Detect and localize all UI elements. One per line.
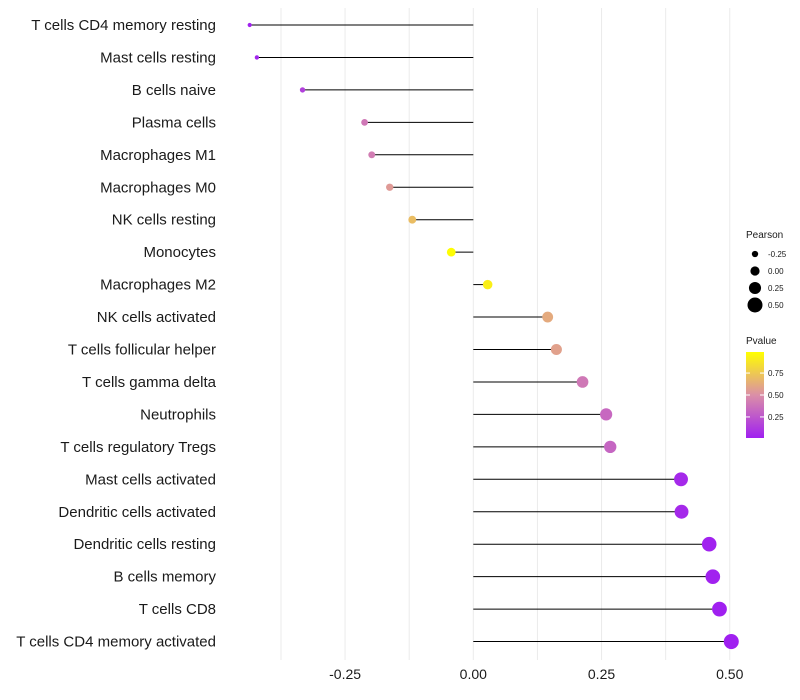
category-label: B cells memory [113, 569, 216, 586]
lollipop-dot [701, 536, 717, 552]
lollipop-dot [674, 504, 689, 519]
size-legend-label: 0.50 [768, 301, 784, 310]
lollipop-dot [604, 440, 617, 454]
x-tick-label: -0.25 [329, 666, 361, 682]
category-label: Dendritic cells activated [58, 504, 216, 521]
category-label: Macrophages M1 [100, 147, 216, 164]
category-label: T cells regulatory Tregs [60, 439, 216, 456]
colorbar-label: 0.25 [768, 413, 784, 422]
category-label: Macrophages M0 [100, 179, 216, 196]
category-label: T cells follicular helper [68, 342, 216, 359]
size-legend-dot [751, 250, 759, 258]
lollipop-dot [542, 311, 554, 323]
lollipop-dot [723, 634, 739, 650]
lollipop-dot [712, 601, 727, 617]
y-axis-labels: T cells CD4 memory resting Mast cells res… [16, 17, 216, 651]
category-label: Neutrophils [140, 406, 216, 423]
x-tick-label: 0.00 [460, 666, 487, 682]
pvalue-color-legend: Pvalue 0.25 0.50 0.75 [746, 336, 784, 438]
category-label: NK cells activated [97, 309, 216, 326]
lollipop-dot [386, 183, 394, 191]
x-axis-labels: -0.25 0.00 0.25 0.50 [329, 666, 743, 682]
lollipop-dot [576, 376, 589, 388]
category-label: T cells CD8 [139, 601, 216, 618]
size-legend-dot [748, 281, 762, 295]
size-legend-label: 0.25 [768, 284, 784, 293]
lollipop-dot [550, 343, 562, 356]
size-legend-label: 0.00 [768, 267, 784, 276]
lollipop-dot [600, 408, 613, 421]
lollipop-dot [705, 569, 721, 584]
pearson-size-legend: Pearson -0.25 0.00 0.25 0.50 [746, 230, 787, 313]
pvalue-legend-title: Pvalue [746, 336, 777, 347]
colorbar-label: 0.50 [768, 391, 784, 400]
x-tick-label: 0.50 [716, 666, 743, 682]
category-label: Dendritic cells resting [73, 536, 216, 553]
category-label: Macrophages M2 [100, 277, 216, 294]
lollipop-dot [482, 279, 493, 290]
category-label: Monocytes [143, 244, 216, 261]
lollipop-dot [247, 22, 252, 28]
lollipop-dot [408, 215, 417, 224]
category-label: Plasma cells [132, 114, 216, 131]
category-label: Mast cells activated [85, 471, 216, 488]
colorbar-label: 0.75 [768, 369, 784, 378]
lollipop-dot [446, 247, 456, 257]
category-label: NK cells resting [112, 212, 216, 229]
lollipop-dot [361, 118, 368, 126]
size-legend-dot [747, 297, 763, 313]
size-legend-label: -0.25 [768, 250, 787, 259]
lollipop-dot [368, 151, 376, 159]
lollipop-dot [254, 55, 260, 60]
grid-lines [280, 8, 731, 660]
lollipop-stems [249, 24, 732, 643]
lollipop-dot [299, 87, 306, 93]
pvalue-colorbar [746, 352, 764, 438]
size-legend-dot [750, 266, 760, 276]
category-label: T cells CD4 memory resting [31, 17, 216, 34]
category-label: T cells CD4 memory activated [16, 634, 216, 651]
category-label: Mast cells resting [100, 49, 216, 66]
lollipop-dot [674, 472, 688, 487]
category-label: B cells naive [132, 82, 216, 99]
category-label: T cells gamma delta [82, 374, 217, 391]
pearson-legend-title: Pearson [746, 230, 783, 241]
lollipop-dots [247, 22, 739, 650]
x-tick-label: 0.25 [588, 666, 615, 682]
